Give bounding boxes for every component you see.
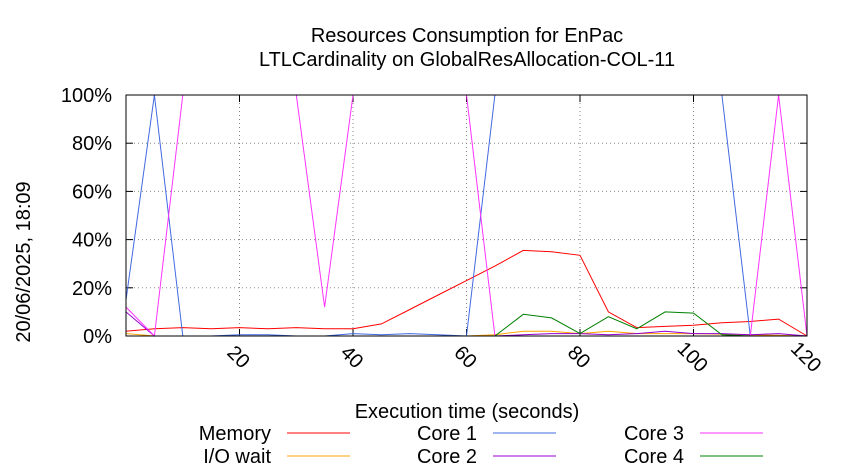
x-tick-label: 40 [336, 342, 367, 373]
y-tick-label: 60% [72, 181, 112, 203]
chart-subtitle: LTLCardinality on GlobalResAllocation-CO… [259, 49, 675, 71]
y-tick-label: 20% [72, 278, 112, 300]
y-tick-label: 40% [72, 230, 112, 252]
legend-label: Core 4 [624, 446, 684, 468]
chart-title: Resources Consumption for EnPac [311, 25, 623, 47]
legend-label: Core 1 [417, 423, 477, 445]
x-tick-label: 60 [449, 342, 480, 373]
grid-lines [126, 95, 807, 336]
legend-label: Core 2 [417, 446, 477, 468]
legend-label: Core 3 [624, 423, 684, 445]
y-tick-label: 80% [72, 133, 112, 155]
x-tick-label: 80 [563, 342, 594, 373]
series-line-memory [125, 249, 808, 337]
plot-frame [125, 94, 808, 337]
x-tick-label: 20 [222, 342, 253, 373]
y-tick-label: 100% [61, 85, 112, 107]
y-axis-ticks: 0% 20% 40% 60% 80% 100% [61, 85, 807, 348]
x-tick-label: 120 [786, 338, 825, 377]
x-axis-label: Execution time (seconds) [355, 401, 580, 423]
y-tick-label: 0% [83, 326, 112, 348]
timestamp-label: 20/06/2025, 18:09 [13, 181, 35, 342]
x-tick-label: 100 [673, 338, 712, 377]
legend-label: I/O wait [203, 446, 271, 468]
legend-label: Memory [199, 423, 271, 445]
